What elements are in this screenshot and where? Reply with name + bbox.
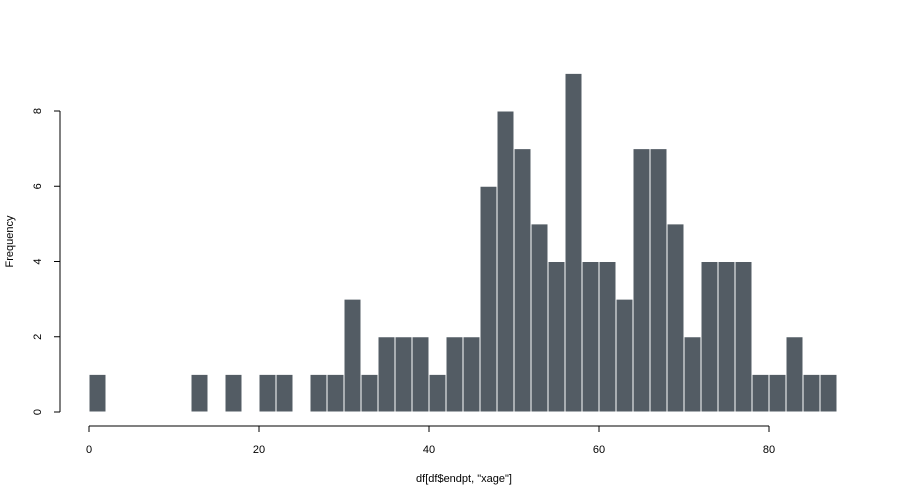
x-axis: 0 20 40 60 80 bbox=[86, 425, 775, 456]
x-tick-label: 40 bbox=[423, 444, 435, 456]
histogram-bar bbox=[819, 373, 838, 413]
histogram-bar bbox=[683, 336, 702, 413]
histogram-bar bbox=[496, 110, 515, 413]
histogram-bar bbox=[581, 261, 600, 413]
y-tick-label: 0 bbox=[32, 409, 44, 415]
histogram-bar bbox=[326, 373, 345, 413]
histogram-bar bbox=[785, 336, 804, 413]
histogram-bar bbox=[462, 336, 481, 413]
histogram-bar bbox=[275, 373, 294, 413]
histogram-bar bbox=[309, 373, 328, 413]
histogram-bar bbox=[479, 185, 498, 413]
y-tick-label: 8 bbox=[32, 108, 44, 114]
histogram-bar bbox=[377, 336, 396, 413]
histogram-bar bbox=[564, 72, 583, 413]
x-tick-label: 80 bbox=[763, 444, 775, 456]
y-tick-label: 2 bbox=[32, 334, 44, 340]
histogram-bar bbox=[717, 261, 736, 413]
histogram-bar bbox=[360, 373, 379, 413]
histogram-bar bbox=[802, 373, 821, 413]
histogram-bar bbox=[768, 373, 787, 413]
histogram-bar bbox=[547, 261, 566, 413]
histogram-bar bbox=[445, 336, 464, 413]
histogram-bar bbox=[632, 148, 651, 413]
histogram-bar bbox=[343, 298, 362, 413]
y-tick-label: 4 bbox=[32, 258, 44, 264]
histogram-bar bbox=[258, 373, 277, 413]
histogram-bar bbox=[513, 148, 532, 413]
histogram-bar bbox=[598, 261, 617, 413]
histogram-bars bbox=[88, 72, 838, 413]
histogram-bar bbox=[428, 373, 447, 413]
histogram-bar bbox=[734, 261, 753, 413]
histogram-bar bbox=[530, 223, 549, 413]
histogram-bar bbox=[224, 373, 243, 413]
x-tick-label: 60 bbox=[593, 444, 605, 456]
y-axis-title: Frequency bbox=[4, 215, 16, 267]
histogram-bar bbox=[649, 148, 668, 413]
histogram-bar bbox=[751, 373, 770, 413]
x-axis-title: df[df$endpt, "xage"] bbox=[416, 473, 512, 485]
x-tick-label: 0 bbox=[86, 444, 92, 456]
histogram-bar bbox=[88, 373, 107, 413]
histogram-bar bbox=[615, 298, 634, 413]
histogram-bar bbox=[700, 261, 719, 413]
histogram-bar bbox=[666, 223, 685, 413]
histogram-bar bbox=[394, 336, 413, 413]
histogram-bar bbox=[190, 373, 209, 413]
y-axis: 0 2 4 6 8 bbox=[32, 108, 61, 415]
x-tick-label: 20 bbox=[253, 444, 265, 456]
histogram-bar bbox=[411, 336, 430, 413]
y-tick-label: 6 bbox=[32, 183, 44, 189]
